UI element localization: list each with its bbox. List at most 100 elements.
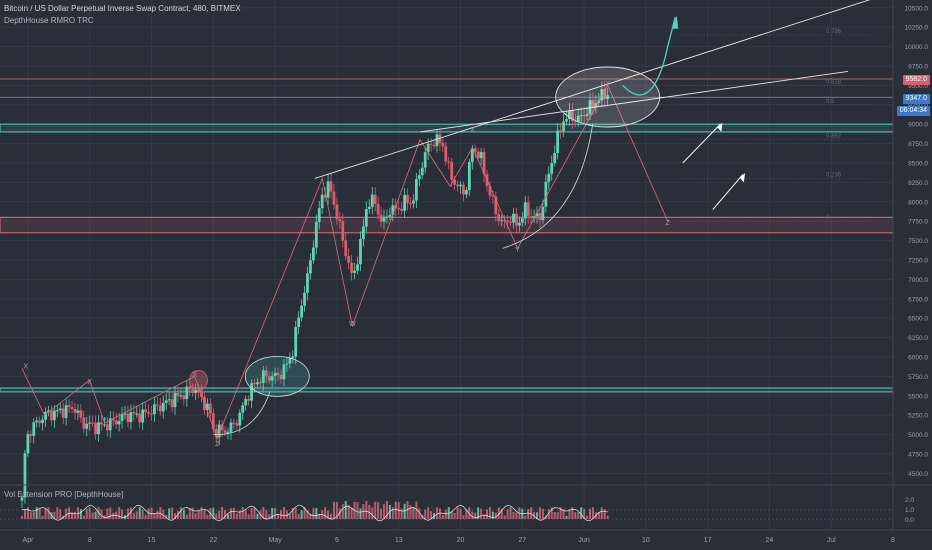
- candle-body: [76, 410, 80, 413]
- candle-body: [282, 364, 286, 380]
- vol-bar: [71, 512, 74, 519]
- candle-body: [329, 181, 333, 192]
- vol-bar: [494, 512, 497, 519]
- candle-body: [570, 110, 574, 122]
- vol-bar: [583, 509, 586, 519]
- vol-bar: [444, 509, 447, 519]
- vol-bar: [418, 508, 421, 519]
- vol-bar: [591, 507, 594, 519]
- candle-body: [114, 420, 118, 425]
- vol-bar: [538, 507, 541, 519]
- candle-body: [423, 152, 427, 168]
- vol-bar: [527, 509, 530, 519]
- candle-body: [412, 200, 415, 204]
- price-tick: 7000.0: [908, 277, 928, 284]
- vol-bar: [356, 502, 359, 519]
- vol-bar: [171, 507, 174, 519]
- candle-body: [150, 413, 153, 415]
- candle-body: [70, 407, 74, 410]
- candle-body: [194, 390, 198, 394]
- price-tick: 9750.0: [908, 63, 928, 70]
- price-tick: 8250.0: [908, 180, 928, 187]
- vol-bar: [438, 508, 441, 519]
- vol-bar: [533, 511, 536, 519]
- candle-body: [258, 382, 262, 384]
- candle-body: [585, 114, 589, 117]
- candle-body: [544, 181, 548, 207]
- candle-body: [367, 206, 371, 210]
- candle-body: [47, 410, 50, 412]
- candle-body: [117, 420, 121, 425]
- candle-body: [376, 203, 380, 215]
- vol-bar: [580, 507, 583, 519]
- vol-bar: [153, 512, 156, 519]
- candle-body: [88, 422, 92, 424]
- candle-body: [429, 143, 433, 145]
- candle-body: [182, 395, 186, 400]
- candle-body: [123, 413, 127, 415]
- vol-bar: [332, 501, 335, 519]
- candle-body: [100, 422, 103, 425]
- vol-bar: [65, 508, 68, 519]
- candle-body: [229, 422, 233, 432]
- vol-bar: [300, 510, 303, 519]
- candle-body: [550, 163, 554, 174]
- vol-bar: [412, 507, 415, 519]
- vol-bar: [138, 507, 141, 519]
- candle-body: [111, 418, 115, 421]
- candle-body: [361, 226, 365, 239]
- candle-body: [97, 422, 100, 435]
- vol-bar: [435, 507, 438, 519]
- candle-body: [226, 431, 230, 433]
- candle-body: [385, 216, 389, 218]
- vol-bar: [577, 512, 580, 519]
- candle-body: [291, 356, 295, 359]
- vol-bar: [491, 511, 494, 519]
- candle-body: [568, 110, 571, 120]
- candle-body: [44, 411, 47, 420]
- fib-label: 0.236: [826, 172, 842, 178]
- vol-bar: [341, 504, 344, 519]
- candle-body: [473, 148, 477, 152]
- vol-bar: [524, 515, 527, 519]
- vol-bar: [338, 508, 341, 519]
- candle-body: [35, 420, 39, 423]
- vol-bar: [365, 501, 368, 519]
- candle-body: [382, 216, 386, 222]
- candle-body: [176, 393, 180, 396]
- vol-bar: [141, 509, 144, 519]
- candle-body: [432, 144, 436, 147]
- last-price-tag: 9582.0: [902, 75, 930, 85]
- candle-body: [338, 219, 342, 222]
- vol-bar: [23, 508, 26, 519]
- candle-body: [444, 146, 448, 162]
- vol-bar: [26, 507, 29, 519]
- candle-body: [217, 424, 221, 438]
- time-tick-6: 6: [335, 537, 339, 544]
- candle-body: [323, 194, 327, 198]
- wave-label-x: X: [23, 364, 28, 371]
- vol-bar: [488, 507, 491, 519]
- vol-bar: [247, 514, 250, 519]
- vol-bar: [483, 515, 486, 519]
- vol-bar: [403, 503, 406, 519]
- candle-body: [256, 382, 259, 385]
- vol-bar: [221, 507, 224, 519]
- vol-bar: [112, 512, 115, 519]
- candle-body: [523, 202, 527, 219]
- vol-bar: [32, 512, 35, 519]
- candle-body: [509, 221, 512, 223]
- candle-body: [353, 270, 356, 273]
- candle-body: [582, 115, 586, 117]
- price-tick: 7750.0: [908, 219, 928, 226]
- vol-bar: [118, 507, 121, 519]
- arrowhead: [672, 15, 679, 29]
- trendline-lower: [419, 70, 849, 133]
- time-tick-27: 27: [518, 537, 526, 544]
- candle-body: [26, 434, 30, 454]
- candle-body: [161, 402, 165, 412]
- candle-body: [538, 213, 542, 221]
- candle-body: [285, 363, 289, 365]
- vol-bar: [73, 511, 76, 519]
